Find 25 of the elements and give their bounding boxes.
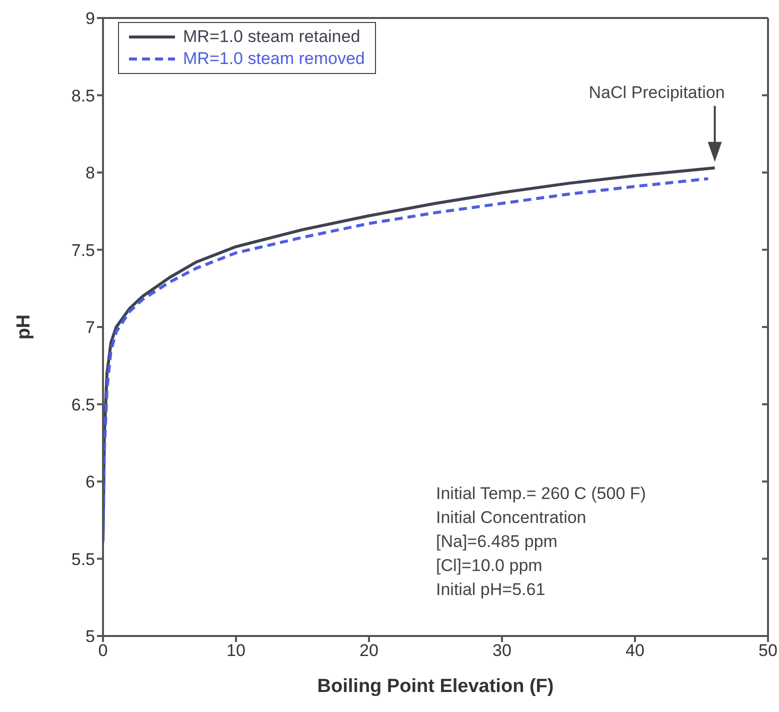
y-tick-label: 8 <box>86 164 95 183</box>
y-axis-title: pH <box>14 314 35 340</box>
y-tick-label: 5 <box>86 627 95 646</box>
y-tick-label: 5.5 <box>71 550 95 569</box>
y-tick-label: 9 <box>86 9 95 28</box>
annotation: [Na]=6.485 ppm <box>436 531 558 553</box>
x-tick-label: 0 <box>98 641 108 660</box>
annotation: Initial Concentration <box>436 507 588 529</box>
annotation: Initial pH=5.61 <box>436 579 546 601</box>
x-tick-label: 50 <box>758 641 778 660</box>
annotation: [Cl]=10.0 ppm <box>436 555 544 577</box>
y-tick-label: 6 <box>86 472 95 492</box>
legend-label: MR=1.0 steam removed <box>183 48 365 70</box>
x-tick-label: 40 <box>626 641 644 660</box>
legend-label: MR=1.0 steam retained <box>183 26 360 48</box>
y-tick-label: 7.5 <box>71 240 95 260</box>
annotation: NaCl Precipitation <box>588 82 725 102</box>
y-tick-label: 6.5 <box>71 395 95 414</box>
x-tick-label: 20 <box>360 641 378 660</box>
x-tick-label: 10 <box>226 641 246 660</box>
annotation: Initial Temp.= 260 C (500 F) <box>436 483 646 505</box>
x-tick-label: 30 <box>492 641 512 660</box>
y-tick-label: 8.5 <box>71 86 95 106</box>
y-tick-label: 7 <box>86 318 95 338</box>
x-axis-title: Boiling Point Elevation (F) <box>317 676 554 697</box>
